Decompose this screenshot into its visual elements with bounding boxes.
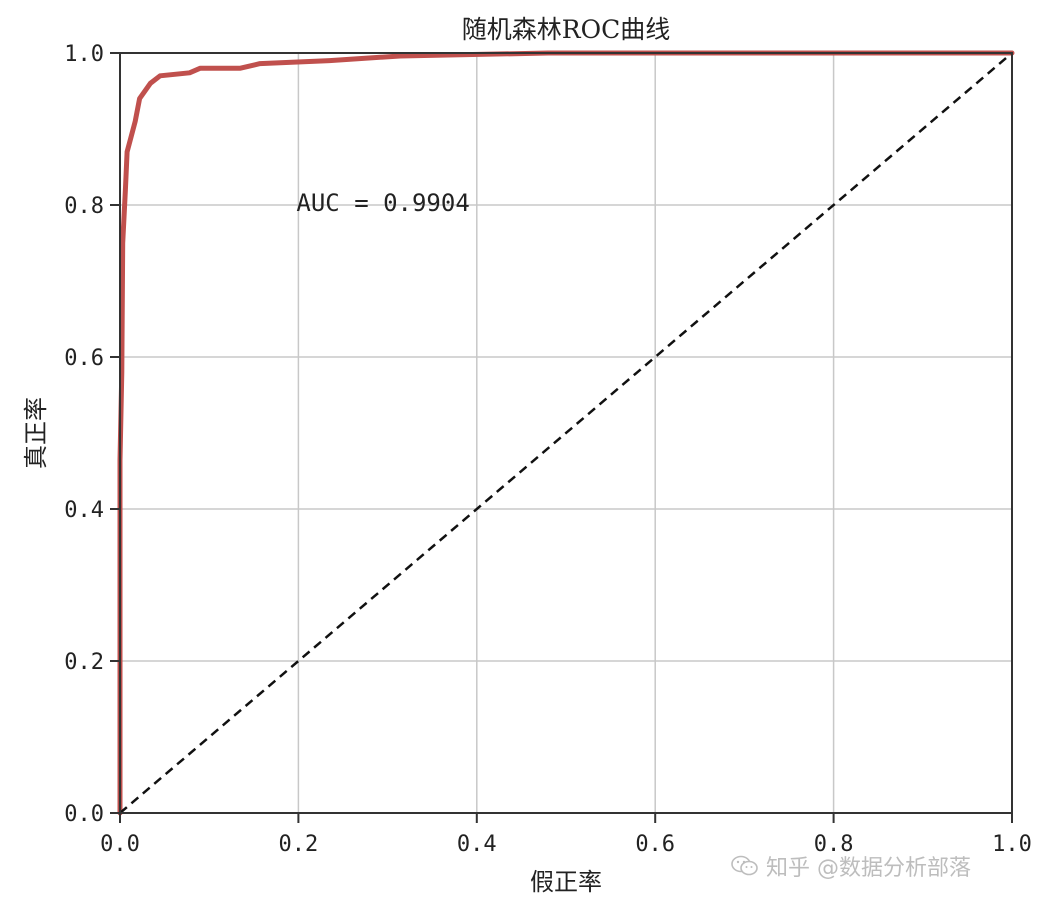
- wechat-icon: [731, 855, 758, 876]
- x-tick-label: 0.0: [100, 832, 140, 857]
- y-tick-label: 0.6: [64, 346, 104, 371]
- roc-curve-line: [117, 50, 1015, 816]
- series-layer: [117, 50, 1015, 816]
- chart-title: 随机森林ROC曲线: [462, 15, 670, 44]
- x-tick-label: 0.6: [635, 832, 675, 857]
- x-axis-ticks: 0.0 0.2 0.4 0.6 0.8 1.0: [100, 813, 1032, 857]
- plot-frame: [119, 52, 1013, 814]
- x-tick-label: 1.0: [992, 832, 1032, 857]
- y-tick-label: 0.8: [64, 194, 104, 219]
- y-tick-label: 0.2: [64, 650, 104, 675]
- auc-annotation: AUC = 0.9904: [296, 189, 469, 217]
- y-axis-label: 真正率: [22, 397, 50, 469]
- y-tick-label: 0.0: [64, 802, 104, 827]
- y-tick-label: 1.0: [64, 42, 104, 67]
- x-tick-label: 0.4: [457, 832, 497, 857]
- baseline-diagonal-line: [119, 52, 1013, 814]
- y-tick-label: 0.4: [64, 498, 104, 523]
- y-axis-ticks: 0.0 0.2 0.4 0.6 0.8 1.0: [64, 42, 120, 827]
- watermark-text: 知乎 @数据分析部落: [766, 856, 971, 881]
- x-tick-label: 0.8: [814, 832, 854, 857]
- x-tick-label: 0.2: [279, 832, 319, 857]
- x-axis-label: 假正率: [530, 868, 602, 896]
- watermark: 知乎 @数据分析部落: [730, 850, 971, 882]
